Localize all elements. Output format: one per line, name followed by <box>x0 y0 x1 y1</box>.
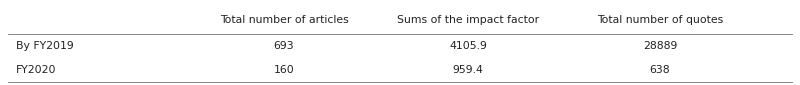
Text: By FY2019: By FY2019 <box>16 41 74 51</box>
Text: 160: 160 <box>274 65 294 75</box>
Text: 693: 693 <box>274 41 294 51</box>
Text: 959.4: 959.4 <box>453 65 483 75</box>
Text: FY2020: FY2020 <box>16 65 57 75</box>
Text: Sums of the impact factor: Sums of the impact factor <box>397 15 539 25</box>
Text: 4105.9: 4105.9 <box>449 41 487 51</box>
Text: 28889: 28889 <box>643 41 677 51</box>
Text: Total number of quotes: Total number of quotes <box>597 15 723 25</box>
Text: 638: 638 <box>650 65 670 75</box>
Text: Total number of articles: Total number of articles <box>220 15 348 25</box>
